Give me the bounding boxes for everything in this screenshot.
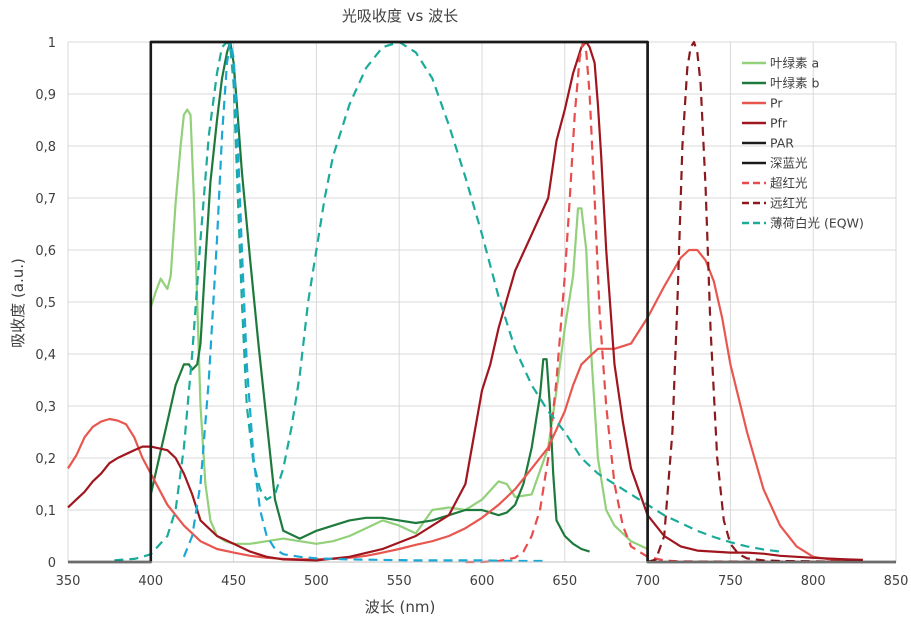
legend-label: 深蓝光	[770, 156, 808, 171]
x-tick-label: 700	[635, 574, 660, 589]
x-tick-label: 650	[552, 574, 577, 589]
y-axis-label: 吸收度 (a.u.)	[9, 258, 27, 348]
series-line-9	[182, 40, 549, 563]
y-tick-label: 0,7	[35, 192, 56, 207]
x-tick-label: 800	[801, 574, 826, 589]
y-tick-label: 0	[48, 556, 56, 571]
x-tick-label: 500	[304, 574, 329, 589]
series-line-1	[149, 40, 590, 553]
x-tick-label: 850	[884, 574, 909, 589]
series-line-7	[647, 40, 863, 564]
x-tick-label: 450	[221, 574, 246, 589]
series-layer	[67, 40, 896, 564]
y-tick-label: 0,9	[35, 88, 56, 103]
legend-label: Pr	[770, 96, 783, 111]
x-tick-label: 400	[138, 574, 163, 589]
series-line-0	[149, 108, 649, 550]
legend-label: 叶绿素 b	[770, 76, 819, 91]
y-tick-label: 1	[48, 36, 56, 51]
series-line-6	[465, 40, 863, 564]
y-tick-label: 0,1	[35, 504, 56, 519]
y-tick-label: 0,6	[35, 244, 56, 259]
series-line-8	[114, 40, 781, 562]
legend-label: 叶绿素 a	[770, 56, 819, 71]
x-tick-label: 350	[56, 574, 81, 589]
x-tick-label: 550	[387, 574, 412, 589]
series-line-3	[67, 40, 863, 562]
chart-title: 光吸收度 vs 波长	[342, 7, 458, 25]
y-tick-label: 0,2	[35, 452, 56, 467]
series-line-2	[67, 248, 863, 563]
legend-label: Pfr	[770, 116, 788, 131]
x-axis-label: 波长 (nm)	[365, 598, 436, 616]
y-tick-label: 0,4	[35, 348, 56, 363]
x-tick-label: 750	[718, 574, 743, 589]
x-tick-label: 600	[470, 574, 495, 589]
legend-label: 远红光	[770, 196, 808, 211]
legend-label: 超红光	[770, 176, 808, 191]
y-tick-label: 0,8	[35, 140, 56, 155]
legend-label: 薄荷白光 (EQW)	[770, 216, 864, 231]
series-line-5	[149, 40, 649, 562]
y-tick-label: 0,3	[35, 400, 56, 415]
axis-layer: 350 400 450 500 550 600 650 700 750 800 850 0 0,1 0,2…	[35, 36, 908, 589]
y-tick-label: 0,5	[35, 296, 56, 311]
legend-label: PAR	[770, 136, 794, 151]
